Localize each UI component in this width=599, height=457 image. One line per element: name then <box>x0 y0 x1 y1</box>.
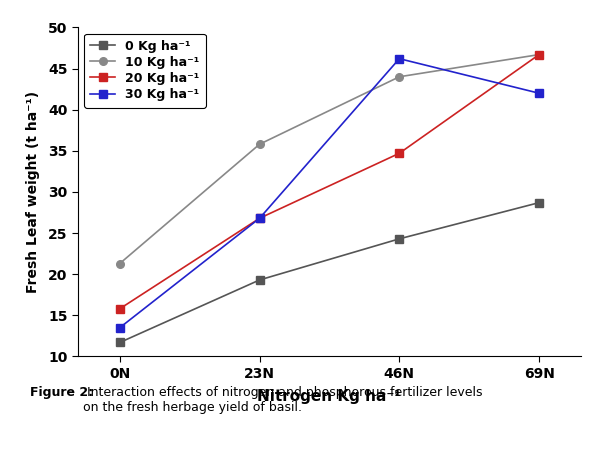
0 Kg ha⁻¹ <box>396 236 403 242</box>
20 Kg ha⁻¹ <box>536 52 543 57</box>
30 Kg ha⁻¹ <box>396 56 403 61</box>
20 Kg ha⁻¹ <box>256 216 263 221</box>
30 Kg ha⁻¹ <box>536 90 543 96</box>
30 Kg ha⁻¹ <box>256 216 263 221</box>
0 Kg ha⁻¹ <box>256 277 263 283</box>
Text: Interaction effects of nitrogen and phosphorous fertilizer levels
on the fresh h: Interaction effects of nitrogen and phos… <box>83 386 482 414</box>
30 Kg ha⁻¹ <box>116 325 123 330</box>
0 Kg ha⁻¹ <box>536 200 543 205</box>
10 Kg ha⁻¹ <box>396 74 403 80</box>
Line: 10 Kg ha⁻¹: 10 Kg ha⁻¹ <box>116 51 543 267</box>
Y-axis label: Fresh Leaf weight (t ha⁻¹): Fresh Leaf weight (t ha⁻¹) <box>26 91 40 293</box>
10 Kg ha⁻¹ <box>536 52 543 57</box>
X-axis label: Nitrogen Kg ha⁻¹: Nitrogen Kg ha⁻¹ <box>258 389 401 404</box>
Text: Figure 2:: Figure 2: <box>30 386 93 399</box>
20 Kg ha⁻¹ <box>116 306 123 312</box>
Legend: 0 Kg ha⁻¹, 10 Kg ha⁻¹, 20 Kg ha⁻¹, 30 Kg ha⁻¹: 0 Kg ha⁻¹, 10 Kg ha⁻¹, 20 Kg ha⁻¹, 30 Kg… <box>84 34 206 107</box>
10 Kg ha⁻¹ <box>116 261 123 266</box>
20 Kg ha⁻¹ <box>396 150 403 156</box>
Line: 20 Kg ha⁻¹: 20 Kg ha⁻¹ <box>116 51 543 313</box>
Line: 0 Kg ha⁻¹: 0 Kg ha⁻¹ <box>116 199 543 346</box>
10 Kg ha⁻¹ <box>256 142 263 147</box>
0 Kg ha⁻¹ <box>116 340 123 345</box>
Line: 30 Kg ha⁻¹: 30 Kg ha⁻¹ <box>116 55 543 331</box>
